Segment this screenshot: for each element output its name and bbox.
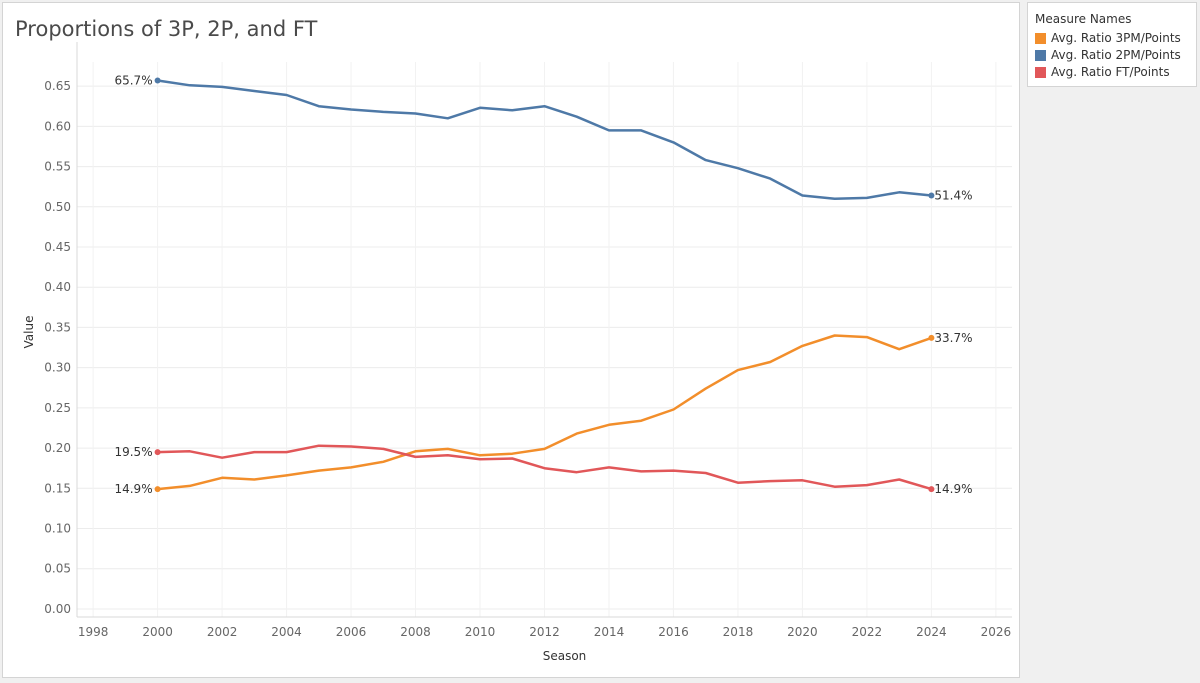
axes: 0.00 0.05 0.10 0.15 0.20 0.25 0.30 0.35 0.40 0.45…: [22, 42, 1012, 663]
x-tick-label: 2002: [207, 625, 238, 639]
y-tick-label: 0.00: [44, 602, 71, 616]
x-tick-label: 1998: [78, 625, 109, 639]
x-tick-label: 2006: [336, 625, 367, 639]
legend-title: Measure Names: [1035, 12, 1132, 26]
series-line-1[interactable]: [157, 334, 932, 491]
start-label-2: 19.5%: [114, 445, 152, 459]
legend-swatch-ft: [1035, 66, 1046, 78]
series-lines[interactable]: [154, 77, 935, 493]
y-tick-label: 0.35: [44, 320, 71, 334]
y-tick-label: 0.40: [44, 280, 71, 294]
start-point-2[interactable]: [154, 449, 161, 456]
x-tick-label: 2026: [981, 625, 1012, 639]
x-tick-label: 2004: [271, 625, 302, 639]
series-line-0[interactable]: [157, 79, 932, 200]
end-label-1: 33.7%: [934, 331, 972, 345]
y-axis-title: Value: [22, 316, 36, 349]
chart-title: Proportions of 3P, 2P, and FT: [15, 17, 318, 41]
x-tick-label: 2020: [787, 625, 818, 639]
legend[interactable]: Measure Names Avg. Ratio 3PM/Points Avg.…: [1027, 2, 1197, 87]
end-point-0[interactable]: [928, 192, 935, 199]
grid-lines: [77, 62, 1012, 617]
legend-item-ft[interactable]: Avg. Ratio FT/Points: [1035, 64, 1170, 80]
end-point-2[interactable]: [928, 486, 935, 493]
y-tick-label: 0.60: [44, 119, 71, 133]
y-tick-label: 0.20: [44, 441, 71, 455]
x-tick-label: 2010: [465, 625, 496, 639]
series-line-2[interactable]: [157, 444, 932, 491]
chart-panel: Proportions of 3P, 2P, and FT: [2, 2, 1020, 678]
x-tick-label: 2024: [916, 625, 947, 639]
start-point-1[interactable]: [154, 486, 161, 493]
legend-swatch-2pm: [1035, 49, 1046, 61]
y-tick-label: 0.55: [44, 160, 71, 174]
y-tick-label: 0.25: [44, 401, 71, 415]
x-tick-label: 2008: [400, 625, 431, 639]
end-label-2: 14.9%: [934, 482, 972, 496]
legend-swatch-3pm: [1035, 32, 1046, 44]
y-tick-label: 0.45: [44, 240, 71, 254]
end-point-1[interactable]: [928, 334, 935, 341]
x-tick-label: 2014: [594, 625, 625, 639]
y-tick-label: 0.05: [44, 562, 71, 576]
x-tick-label: 2000: [142, 625, 173, 639]
legend-item-2pm[interactable]: Avg. Ratio 2PM/Points: [1035, 47, 1181, 63]
y-tick-label: 0.10: [44, 522, 71, 536]
y-tick-label: 0.15: [44, 481, 71, 495]
x-tick-label: 2012: [529, 625, 560, 639]
end-label-0: 51.4%: [934, 189, 972, 203]
legend-label-2pm: Avg. Ratio 2PM/Points: [1051, 48, 1181, 62]
legend-label-3pm: Avg. Ratio 3PM/Points: [1051, 31, 1181, 45]
legend-item-3pm[interactable]: Avg. Ratio 3PM/Points: [1035, 30, 1181, 46]
x-tick-label: 2018: [723, 625, 754, 639]
x-axis-title: Season: [543, 649, 587, 663]
y-tick-label: 0.50: [44, 200, 71, 214]
legend-label-ft: Avg. Ratio FT/Points: [1051, 65, 1170, 79]
data-labels: 65.7% 51.4% 14.9% 33.7% 19.5% 14.9%: [114, 74, 972, 497]
y-tick-label: 0.30: [44, 361, 71, 375]
start-label-0: 65.7%: [114, 74, 152, 88]
y-tick-label: 0.65: [44, 79, 71, 93]
start-label-1: 14.9%: [114, 482, 152, 496]
start-point-0[interactable]: [154, 77, 161, 84]
x-tick-label: 2022: [852, 625, 883, 639]
x-tick-label: 2016: [658, 625, 689, 639]
